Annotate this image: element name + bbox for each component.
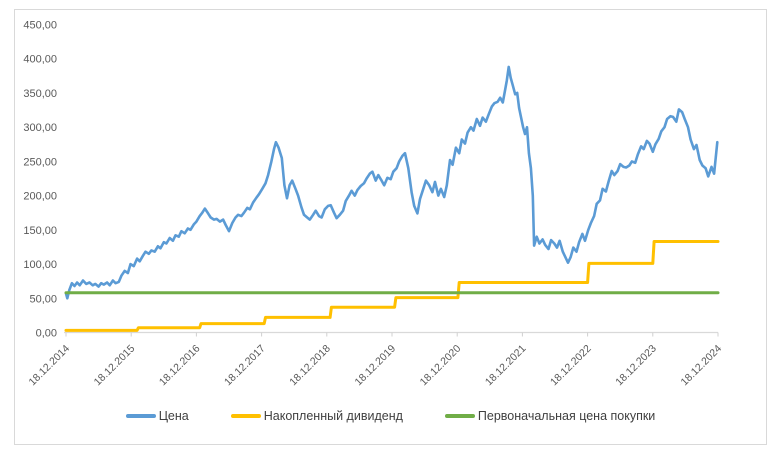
legend-swatch-price <box>125 414 156 418</box>
y-axis-label: 300,00 <box>23 122 57 134</box>
chart-frame[interactable] <box>14 9 767 445</box>
series-line-1 <box>64 240 720 332</box>
legend-item-price[interactable]: Цена <box>125 408 189 424</box>
y-axis-label: 450,00 <box>23 20 57 32</box>
y-axis-label: 100,00 <box>23 259 57 271</box>
x-axis-label: 18.12.2023 <box>613 343 659 389</box>
x-axis-label: 18.12.2024 <box>678 343 724 389</box>
series-line-0 <box>64 65 719 300</box>
y-axis-label: 50,00 <box>29 293 57 305</box>
y-axis-label: 250,00 <box>23 156 57 168</box>
legend-swatch-accumulated-dividend <box>230 414 261 418</box>
x-axis-label: 18.12.2014 <box>26 343 72 389</box>
y-axis-label: 400,00 <box>23 54 57 66</box>
y-axis-label: 350,00 <box>23 88 57 100</box>
legend-swatch-initial-purchase-price <box>444 414 475 418</box>
x-axis-label: 18.12.2018 <box>287 343 333 389</box>
legend-item-accumulated-dividend[interactable]: Накопленный дивиденд <box>230 408 403 424</box>
legend-label-price: Цена <box>158 409 189 423</box>
x-axis-label: 18.12.2021 <box>483 343 529 389</box>
legend-item-initial-purchase-price[interactable]: Первоначальная цена покупки <box>444 408 656 424</box>
x-axis-label: 18.12.2020 <box>418 343 464 389</box>
chart-legend: Цена Накопленный дивиденд Первоначальная… <box>14 408 767 424</box>
x-axis-label: 18.12.2015 <box>92 343 138 389</box>
x-axis-label: 18.12.2016 <box>157 343 203 389</box>
y-axis-label: 150,00 <box>23 225 57 237</box>
y-axis-label: 0,00 <box>36 328 57 340</box>
x-axis-label: 18.12.2017 <box>222 343 268 389</box>
y-axis-label: 200,00 <box>23 191 57 203</box>
x-axis-label: 18.12.2019 <box>352 343 398 389</box>
legend-label-accumulated-dividend: Накопленный дивиденд <box>263 409 403 423</box>
legend-label-initial-purchase-price: Первоначальная цена покупки <box>477 409 656 423</box>
x-axis-label: 18.12.2022 <box>548 343 594 389</box>
